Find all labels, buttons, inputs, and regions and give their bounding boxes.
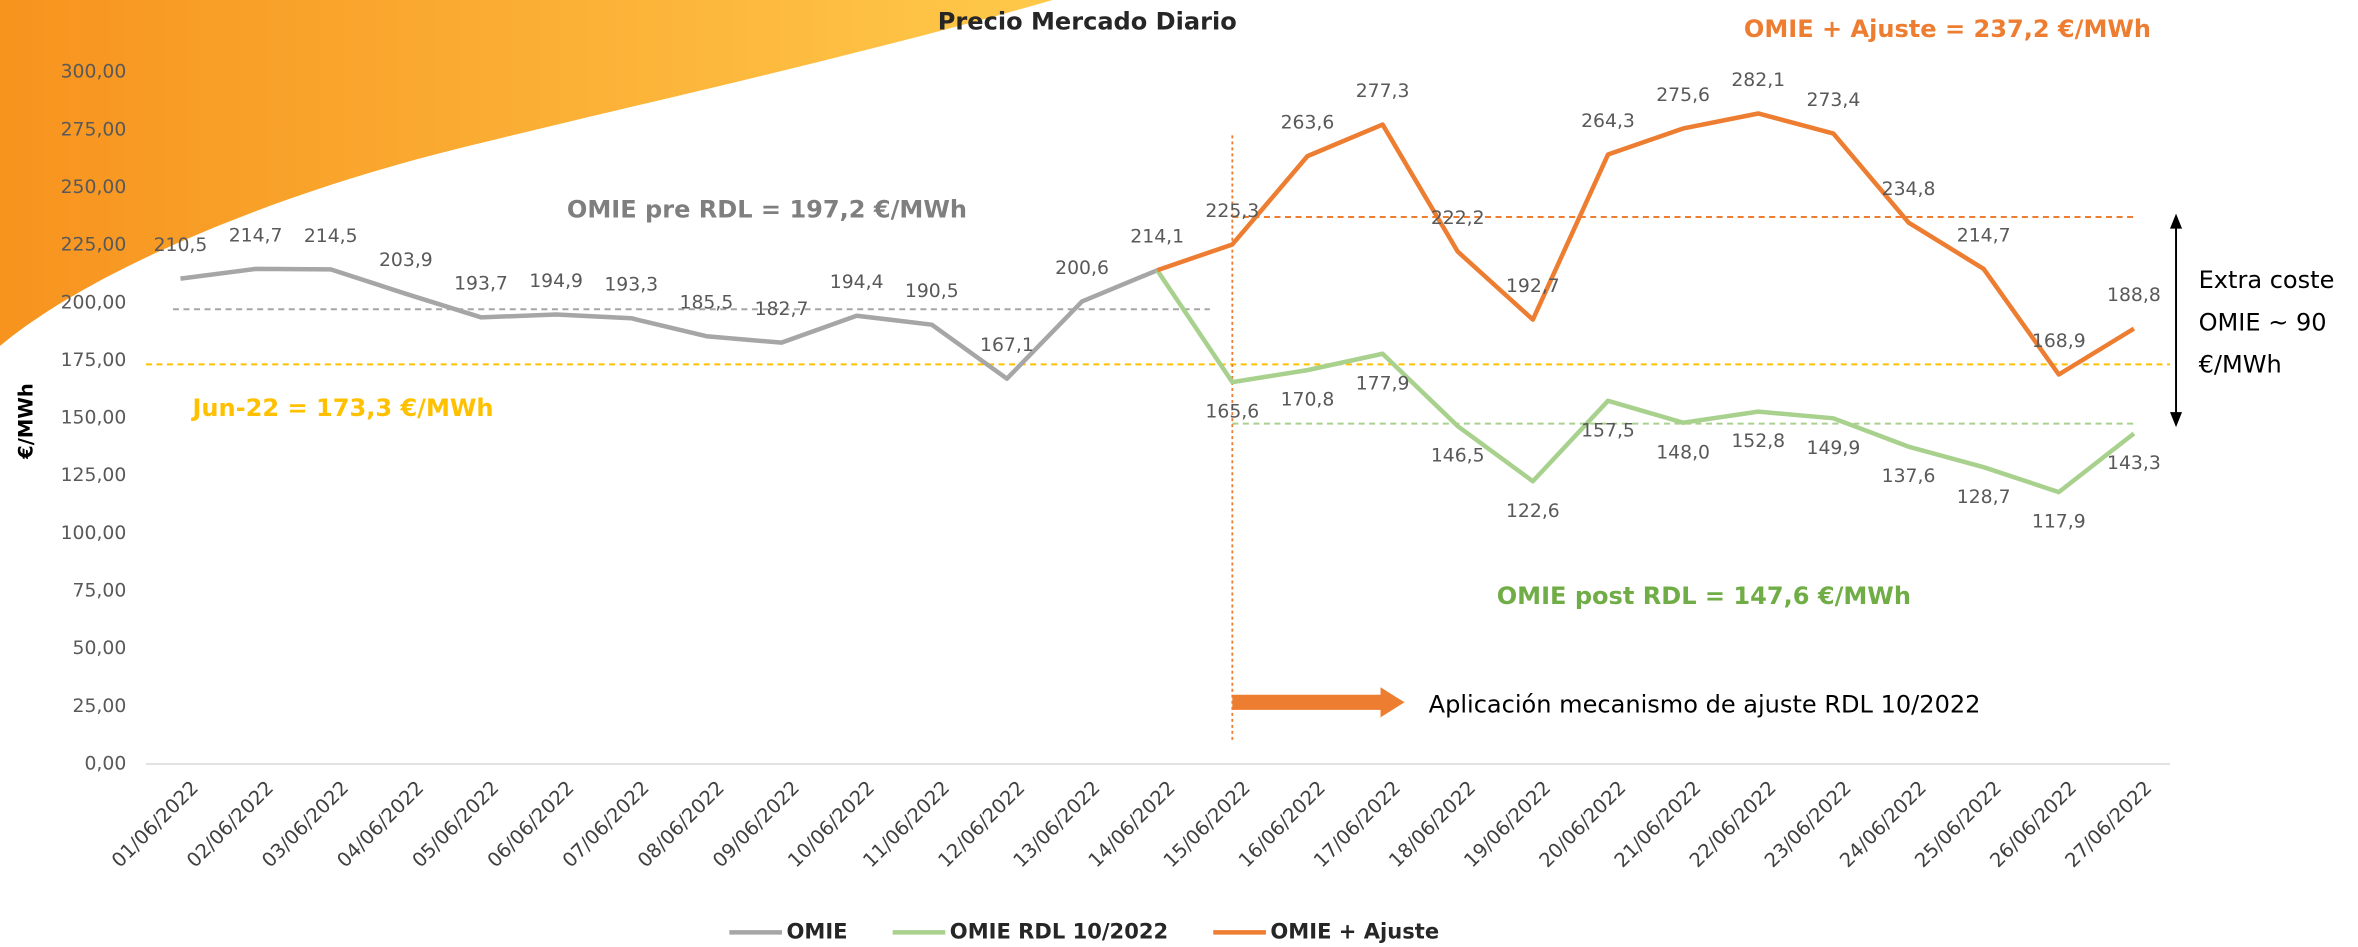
value-label: 117,9 — [2032, 512, 2086, 533]
value-label: 210,5 — [154, 235, 208, 256]
reference-label: Jun-22 = 173,3 €/MWh — [190, 394, 493, 422]
y-tick-label: 175,00 — [61, 350, 127, 371]
y-tick-label: 150,00 — [61, 408, 127, 429]
value-label: 234,8 — [1882, 179, 1936, 200]
y-tick-label: 250,00 — [61, 177, 127, 198]
value-label: 137,6 — [1882, 466, 1936, 487]
series-line — [1157, 270, 2134, 492]
decoration — [0, 0, 1053, 346]
value-label: 148,0 — [1656, 442, 1710, 463]
value-label: 168,9 — [2032, 331, 2086, 352]
value-label: 152,8 — [1731, 431, 1785, 452]
y-tick-label: 275,00 — [61, 119, 127, 140]
reference-label: OMIE + Ajuste = 237,2 €/MWh — [1744, 15, 2151, 43]
value-label: 194,9 — [529, 271, 583, 292]
value-label: 128,7 — [1957, 487, 2011, 508]
value-label: 282,1 — [1731, 70, 1785, 91]
value-label: 167,1 — [980, 335, 1034, 356]
value-label: 190,5 — [905, 281, 959, 302]
legend-label: OMIE RDL 10/2022 — [950, 918, 1168, 943]
value-label: 165,6 — [1205, 402, 1259, 423]
value-label: 225,3 — [1205, 201, 1259, 222]
value-label: 157,5 — [1581, 420, 1635, 441]
value-label: 149,9 — [1807, 438, 1861, 459]
reference-label: OMIE post RDL = 147,6 €/MWh — [1497, 582, 1911, 610]
value-label: 194,4 — [830, 272, 884, 293]
y-axis-label: €/MWh — [15, 383, 38, 460]
value-label: 222,2 — [1431, 208, 1485, 229]
y-tick-label: 0,00 — [84, 753, 126, 774]
value-label: 203,9 — [379, 250, 433, 271]
value-label: 146,5 — [1431, 446, 1485, 467]
y-tick-label: 300,00 — [61, 62, 127, 83]
value-label: 214,7 — [1957, 225, 2011, 246]
value-label: 192,7 — [1506, 276, 1560, 297]
y-tick-label: 50,00 — [73, 638, 127, 659]
value-label: 263,6 — [1281, 113, 1335, 134]
chart: Precio Mercado Diario €/MWh 0,00 25,00 50,… — [0, 0, 2358, 947]
value-label: 200,6 — [1055, 258, 1109, 279]
chart-title: Precio Mercado Diario — [938, 8, 1237, 36]
value-label: 185,5 — [680, 293, 734, 314]
value-label: 170,8 — [1281, 390, 1335, 411]
y-tick-label: 125,00 — [61, 465, 127, 486]
series-line — [180, 269, 1157, 379]
extra-cost-label: Extra coste — [2199, 266, 2335, 294]
value-label: 182,7 — [755, 299, 809, 320]
legend-label: OMIE — [787, 918, 848, 943]
value-label: 214,1 — [1130, 227, 1184, 248]
value-label: 214,7 — [229, 225, 283, 246]
value-label: 188,8 — [2107, 285, 2161, 306]
y-tick-label: 100,00 — [61, 523, 127, 544]
value-label: 122,6 — [1506, 501, 1560, 522]
mechanism-label: Aplicación mecanismo de ajuste RDL 10/20… — [1429, 690, 1981, 718]
legend-label: OMIE + Ajuste — [1270, 918, 1439, 943]
value-label: 193,7 — [454, 274, 508, 295]
value-label: 273,4 — [1807, 90, 1861, 111]
value-label: 143,3 — [2107, 453, 2161, 474]
value-label: 277,3 — [1356, 81, 1410, 102]
y-tick-label: 200,00 — [61, 292, 127, 313]
value-label: 275,6 — [1656, 85, 1710, 106]
extra-cost-label: €/MWh — [2199, 350, 2282, 378]
value-label: 264,3 — [1581, 111, 1635, 132]
value-label: 193,3 — [604, 275, 658, 296]
mechanism-arrow — [1232, 687, 1404, 717]
extra-cost-label: OMIE ~ 90 — [2199, 308, 2327, 336]
value-label: 214,5 — [304, 226, 358, 247]
y-tick-label: 25,00 — [73, 696, 127, 717]
value-label: 177,9 — [1356, 373, 1410, 394]
y-tick-label: 225,00 — [61, 235, 127, 256]
reference-label: OMIE pre RDL = 197,2 €/MWh — [567, 196, 967, 224]
y-tick-label: 75,00 — [73, 581, 127, 602]
